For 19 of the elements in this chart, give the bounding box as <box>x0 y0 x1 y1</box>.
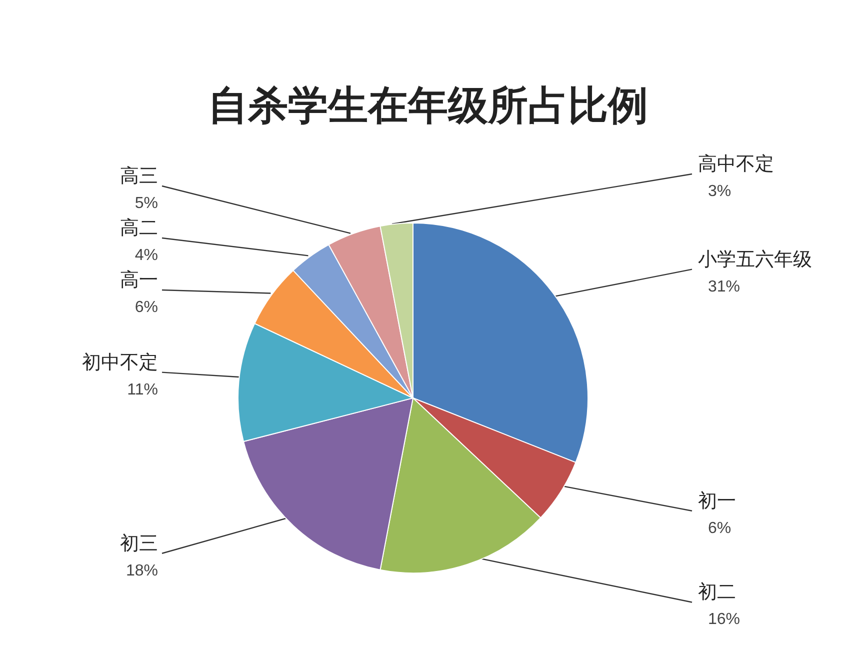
slice-label: 高二 <box>120 217 158 240</box>
data-label: 18% <box>126 562 158 580</box>
data-label: 16% <box>708 611 740 628</box>
slice-label: 高中不定 <box>698 152 774 175</box>
data-label: 4% <box>134 247 158 264</box>
data-label: 6% <box>134 299 158 316</box>
slice-label: 初三 <box>120 532 158 554</box>
chart-title: 自杀学生在年级所占比例 <box>207 83 649 130</box>
data-label: 6% <box>708 520 732 537</box>
data-label: 11% <box>127 381 158 398</box>
slice-label: 高三 <box>120 165 158 188</box>
data-label: 5% <box>134 195 158 212</box>
slice-label: 初一 <box>698 490 736 512</box>
slice-label: 高一 <box>120 269 158 292</box>
slice-label: 初中不定 <box>82 351 158 374</box>
slice-label: 小学五六年级 <box>698 248 812 270</box>
data-label: 3% <box>708 182 732 200</box>
data-label: 31% <box>708 278 740 296</box>
slice-label: 初二 <box>698 581 736 604</box>
